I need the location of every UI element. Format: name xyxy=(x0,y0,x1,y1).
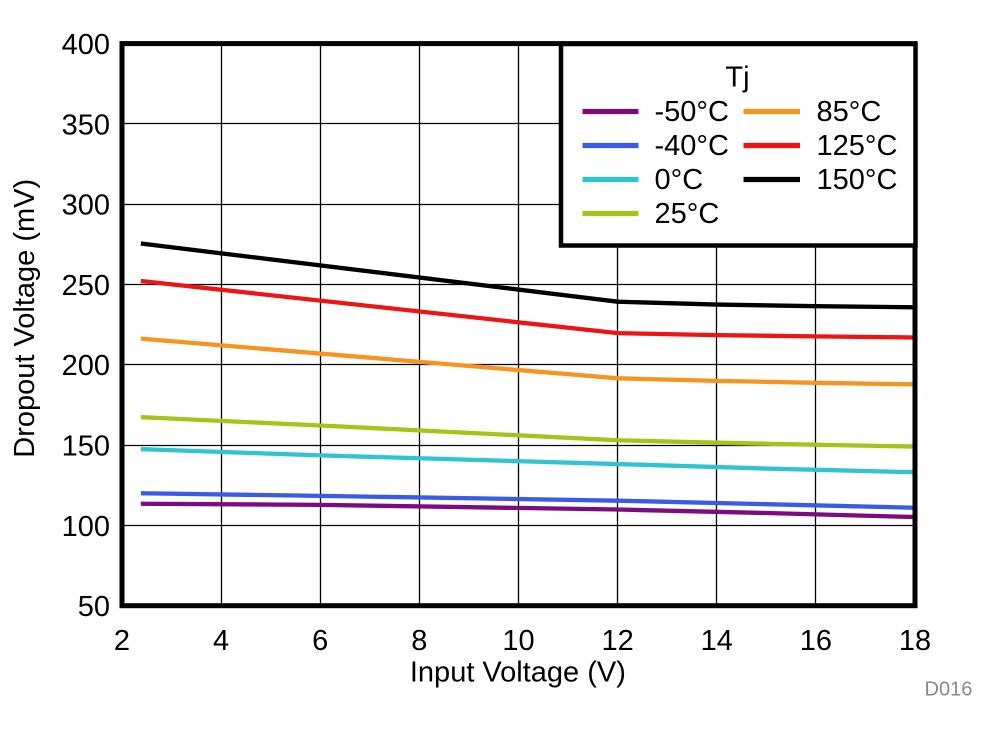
svg-text:150°C: 150°C xyxy=(817,164,898,196)
svg-text:250: 250 xyxy=(62,270,110,302)
svg-text:2: 2 xyxy=(114,625,130,657)
svg-text:350: 350 xyxy=(62,109,110,141)
svg-text:Input Voltage (V): Input Voltage (V) xyxy=(410,657,626,689)
svg-text:300: 300 xyxy=(62,190,110,222)
svg-text:4: 4 xyxy=(213,625,229,657)
svg-text:25°C: 25°C xyxy=(655,198,720,230)
svg-text:-40°C: -40°C xyxy=(655,130,729,162)
svg-text:0°C: 0°C xyxy=(655,164,704,196)
svg-text:14: 14 xyxy=(701,625,733,657)
svg-text:400: 400 xyxy=(62,29,110,61)
svg-text:D016: D016 xyxy=(925,679,973,701)
svg-text:200: 200 xyxy=(62,350,110,382)
svg-text:8: 8 xyxy=(411,625,427,657)
svg-text:50: 50 xyxy=(78,591,110,623)
svg-text:10: 10 xyxy=(502,625,534,657)
svg-text:-50°C: -50°C xyxy=(655,96,729,128)
svg-text:18: 18 xyxy=(899,625,931,657)
svg-text:125°C: 125°C xyxy=(817,130,898,162)
svg-text:85°C: 85°C xyxy=(817,96,882,128)
svg-text:Tj: Tj xyxy=(725,62,749,94)
svg-text:100: 100 xyxy=(62,511,110,543)
svg-text:12: 12 xyxy=(601,625,633,657)
svg-text:6: 6 xyxy=(312,625,328,657)
svg-text:150: 150 xyxy=(62,431,110,463)
svg-text:16: 16 xyxy=(800,625,832,657)
svg-text:Dropout Voltage (mV): Dropout Voltage (mV) xyxy=(9,179,41,458)
